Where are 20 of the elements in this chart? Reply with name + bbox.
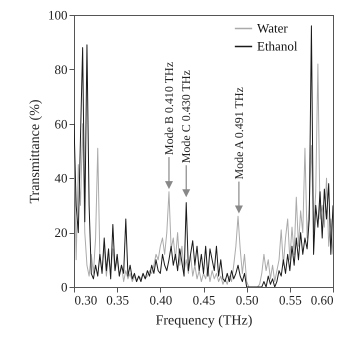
annotation: Mode B 0.410 THz [162,62,176,156]
legend-label: Water [257,20,288,36]
annotation: Mode A 0.491 THz [232,87,246,180]
x-tick-label: 0.30 [74,292,98,308]
annotation: Mode C 0.430 THz [179,70,194,164]
y-tick-label: 80 [54,62,68,77]
x-tick-label: 0.40 [149,292,172,308]
y-axis-title: Transmittance (%) [28,99,43,204]
legend-label: Ethanol [257,38,298,54]
x-tick-label: 0.45 [192,292,216,308]
y-tick-label: 40 [54,170,68,186]
y-tick-label: 100 [48,8,68,22]
x-tick-label: 0.35 [106,292,130,308]
x-tick-label: 0.55 [278,292,302,308]
x-tick-label: 0.60 [310,292,334,308]
y-tick-label: 0 [61,280,68,294]
x-tick-label: 0.50 [236,292,259,308]
y-tick-label: 60 [54,116,68,132]
x-axis-title: Frequency (THz) [156,314,253,328]
y-tick-label: 20 [54,225,68,240]
